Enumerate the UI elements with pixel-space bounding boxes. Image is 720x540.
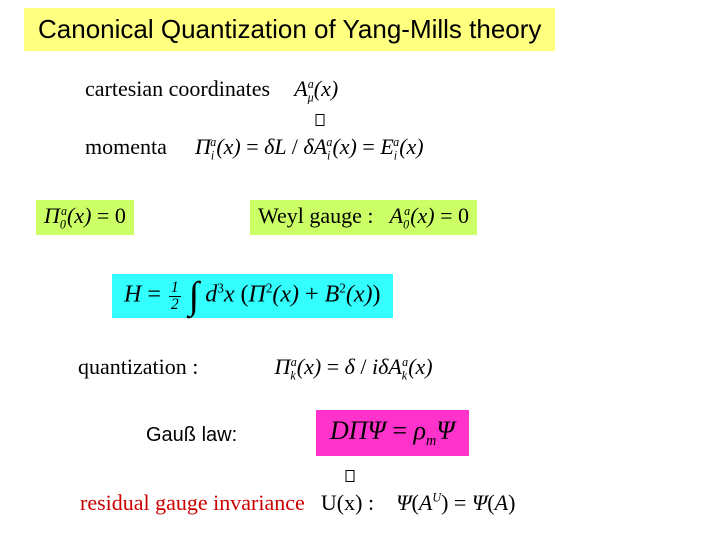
row-hamiltonian: H = 12 ∫ d3x (Π2(x) + B2(x)) (112, 274, 393, 318)
expr-hamiltonian: H = 12 ∫ d3x (Π2(x) + B2(x)) (112, 274, 393, 318)
row-cartesian: cartesian coordinates Aμa(x) (85, 76, 338, 105)
label-cartesian: cartesian coordinates (85, 76, 270, 101)
expr-quant: Πka(x) = δ / iδAka(x) (274, 354, 432, 379)
label-quant: quantization : (78, 354, 198, 379)
row-gauss-eq: DΠΨ = ρmΨ (316, 410, 469, 456)
title-text: Canonical Quantization of Yang-Mills the… (38, 14, 541, 44)
expr-momenta: Πia(x) = δL / δAia(x) = Eia(x) (195, 134, 424, 159)
slide-title: Canonical Quantization of Yang-Mills the… (24, 8, 555, 51)
label-gauss: Gauß law: (146, 424, 237, 446)
expr-A: Aμa(x) (294, 76, 338, 101)
label-momenta: momenta (85, 134, 167, 159)
expr-residual: U(x) : Ψ(AU) = Ψ(A) (321, 490, 515, 515)
row-gauss: Gauß law: (146, 424, 237, 447)
row-residual: residual gauge invariance U(x) : Ψ(AU) =… (80, 490, 515, 516)
row-pi-zero: Π0a(x) = 0 (36, 200, 134, 235)
label-residual: residual gauge invariance (80, 490, 305, 515)
row-weyl: Weyl gauge : A0a(x) = 0 (250, 200, 477, 235)
row-momenta: momenta Πia(x) = δL / δAia(x) = Eia(x) (85, 134, 424, 163)
expr-pi-zero: Π0a(x) = 0 (36, 200, 134, 235)
row-quantization: quantization : Πka(x) = δ / iδAka(x) (78, 354, 433, 383)
label-weyl: Weyl gauge : (258, 203, 374, 228)
expr-gauss: DΠΨ = ρmΨ (316, 410, 469, 456)
expr-weyl: Weyl gauge : A0a(x) = 0 (250, 200, 477, 235)
